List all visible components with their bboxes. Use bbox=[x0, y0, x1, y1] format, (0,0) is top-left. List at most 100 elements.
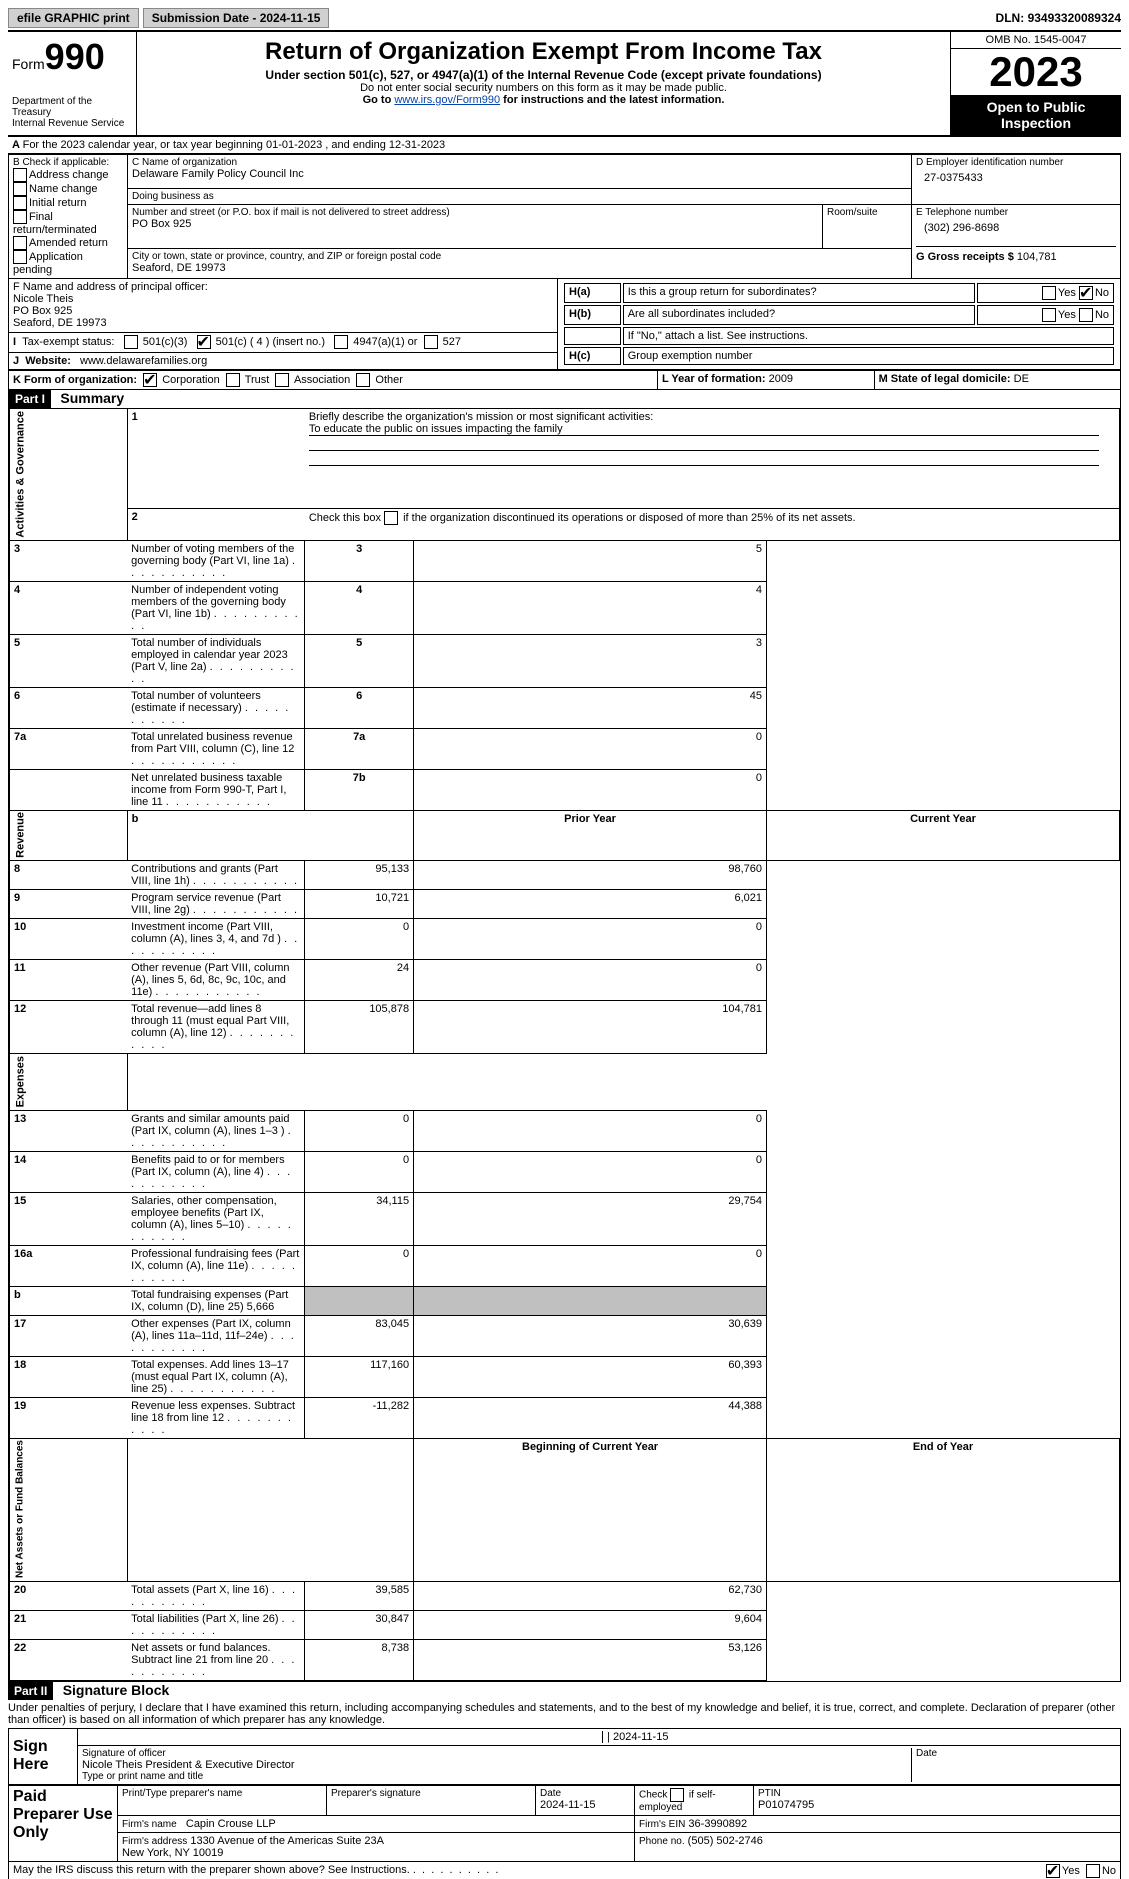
dba-label: Doing business as bbox=[132, 191, 907, 202]
netassets-row: 22Net assets or fund balances. Subtract … bbox=[10, 1639, 1120, 1680]
street-value: PO Box 925 bbox=[132, 218, 818, 230]
subtitle-3: Go to www.irs.gov/Form990 for instructio… bbox=[141, 94, 946, 106]
cb-discuss-no[interactable] bbox=[1086, 1864, 1100, 1878]
sig-date: 2024-11-15 bbox=[613, 1731, 668, 1743]
room-label: Room/suite bbox=[827, 207, 907, 218]
top-bar: efile GRAPHIC print Submission Date - 20… bbox=[8, 8, 1121, 32]
hb-yes[interactable] bbox=[1042, 308, 1056, 322]
cb-label: Name change bbox=[29, 183, 98, 195]
mission-text: To educate the public on issues impactin… bbox=[309, 423, 1099, 436]
line2-text: Check this box Check this box if the org… bbox=[305, 508, 1120, 540]
discuss-text: May the IRS discuss this return with the… bbox=[13, 1864, 410, 1876]
firm-addr-label: Firm's address bbox=[122, 1836, 187, 1847]
expense-row: 15Salaries, other compensation, employee… bbox=[10, 1192, 1120, 1245]
cb-initial-return[interactable]: Initial return bbox=[13, 196, 123, 210]
line-m-label: M State of legal domicile: bbox=[879, 373, 1011, 385]
sig-officer-label: Signature of officer bbox=[82, 1748, 911, 1759]
cb-address-change[interactable]: Address change bbox=[13, 168, 123, 182]
cb-other[interactable] bbox=[356, 373, 370, 387]
cb-discuss-yes[interactable] bbox=[1046, 1864, 1060, 1878]
efile-print-button[interactable]: efile GRAPHIC print bbox=[8, 8, 139, 28]
hdr-current: Current Year bbox=[910, 813, 976, 825]
cb-assoc[interactable] bbox=[275, 373, 289, 387]
line-l-label: L Year of formation: bbox=[662, 373, 766, 385]
city-value: Seaford, DE 19973 bbox=[132, 262, 907, 274]
line1-text: Briefly describe the organization's miss… bbox=[309, 411, 653, 423]
officer-addr1: PO Box 925 bbox=[13, 305, 553, 317]
cb-name-change[interactable]: Name change bbox=[13, 182, 123, 196]
dln-value: 93493320089324 bbox=[1028, 11, 1121, 25]
omb-number: OMB No. 1545-0047 bbox=[951, 32, 1121, 49]
ptin-label: PTIN bbox=[758, 1788, 1116, 1799]
goto-prefix: Go to bbox=[363, 94, 395, 106]
revenue-row: 11Other revenue (Part VIII, column (A), … bbox=[10, 960, 1120, 1001]
open-to-public: Open to Public Inspection bbox=[951, 95, 1121, 135]
ha-yes[interactable] bbox=[1042, 286, 1056, 300]
dept-treasury: Department of the Treasury Internal Reve… bbox=[12, 96, 132, 129]
city-label: City or town, state or province, country… bbox=[132, 251, 907, 262]
gov-row: Net unrelated business taxable income fr… bbox=[10, 769, 1120, 810]
box-b-label: B Check if applicable: bbox=[13, 157, 123, 168]
line-i-label: Tax-exempt status: bbox=[22, 336, 114, 348]
box-e-label: E Telephone number bbox=[916, 207, 1116, 218]
cb-discontinued[interactable] bbox=[384, 511, 398, 525]
gov-row: 4Number of independent voting members of… bbox=[10, 581, 1120, 634]
phone-value: (302) 296-8698 bbox=[916, 218, 1116, 238]
cb-self-emp[interactable] bbox=[670, 1788, 684, 1802]
website-value: www.delawarefamilies.org bbox=[80, 355, 207, 367]
box-d-label: D Employer identification number bbox=[916, 157, 1116, 168]
expense-row: 17Other expenses (Part IX, column (A), l… bbox=[10, 1315, 1120, 1356]
cb-527[interactable] bbox=[424, 335, 438, 349]
officer-addr2: Seaford, DE 19973 bbox=[13, 317, 553, 329]
dln-label: DLN: bbox=[996, 11, 1025, 25]
cb-501c3[interactable] bbox=[124, 335, 138, 349]
cb-501c[interactable] bbox=[197, 335, 211, 349]
part1-title: Summary bbox=[54, 390, 124, 406]
line-a: A For the 2023 calendar year, or tax yea… bbox=[8, 137, 1121, 154]
vlabel-revenue: Revenue bbox=[10, 810, 128, 861]
line-k-label: K Form of organization: bbox=[13, 374, 137, 386]
cb-4947[interactable] bbox=[334, 335, 348, 349]
ha-text: Is this a group return for subordinates? bbox=[623, 283, 976, 303]
ptin: P01074795 bbox=[758, 1799, 1116, 1811]
form-990-text: 990 bbox=[45, 36, 105, 77]
hdr-beginning: Beginning of Current Year bbox=[522, 1441, 658, 1453]
prep-date: 2024-11-15 bbox=[540, 1799, 630, 1811]
vlabel-expenses: Expenses bbox=[10, 1054, 128, 1110]
opt-501c3: 501(c)(3) bbox=[143, 336, 188, 348]
hc-text: Group exemption number bbox=[623, 347, 1114, 365]
opt-4947: 4947(a)(1) or bbox=[353, 336, 417, 348]
year-formation: 2009 bbox=[769, 373, 793, 385]
gov-row: 7aTotal unrelated business revenue from … bbox=[10, 728, 1120, 769]
ha-no[interactable] bbox=[1079, 286, 1093, 300]
firm-ein-label: Firm's EIN bbox=[639, 1819, 685, 1830]
entity-info-table: B Check if applicable: Address change Na… bbox=[8, 154, 1121, 279]
opt-527: 527 bbox=[443, 336, 461, 348]
tax-year: 2023 bbox=[951, 49, 1121, 95]
date-label: Date bbox=[916, 1748, 1116, 1759]
officer-name: Nicole Theis bbox=[13, 293, 553, 305]
form-title: Return of Organization Exempt From Incom… bbox=[141, 38, 946, 66]
cb-amended[interactable]: Amended return bbox=[13, 236, 123, 250]
goto-suffix: for instructions and the latest informat… bbox=[500, 94, 724, 106]
sign-here-label: Sign Here bbox=[9, 1728, 78, 1784]
box-c-label: C Name of organization bbox=[132, 157, 907, 168]
submission-date-button[interactable]: Submission Date - 2024-11-15 bbox=[143, 8, 330, 28]
box-g-label: G Gross receipts $ bbox=[916, 251, 1014, 263]
netassets-row: 20Total assets (Part X, line 16) 39,5856… bbox=[10, 1581, 1120, 1610]
expense-row: 13Grants and similar amounts paid (Part … bbox=[10, 1110, 1120, 1151]
discuss-row: May the IRS discuss this return with the… bbox=[8, 1862, 1121, 1879]
self-emp: Check if self-employed bbox=[639, 1788, 749, 1813]
cb-app-pending[interactable]: Application pending bbox=[13, 250, 123, 276]
cb-corp[interactable] bbox=[143, 373, 157, 387]
sig-officer: Nicole Theis President & Executive Direc… bbox=[82, 1759, 911, 1771]
opt-trust: Trust bbox=[245, 374, 270, 386]
firm-ein: 36-3990892 bbox=[688, 1818, 747, 1830]
part2: Part II Signature Block bbox=[8, 1682, 1121, 1700]
cb-trust[interactable] bbox=[226, 373, 240, 387]
line-a-text: For the 2023 calendar year, or tax year … bbox=[23, 139, 446, 151]
hb-no[interactable] bbox=[1079, 308, 1093, 322]
preparer-table: Paid Preparer Use Only Print/Type prepar… bbox=[8, 1785, 1121, 1862]
irs-link[interactable]: www.irs.gov/Form990 bbox=[394, 94, 500, 106]
cb-final-return[interactable]: Final return/terminated bbox=[13, 210, 123, 236]
